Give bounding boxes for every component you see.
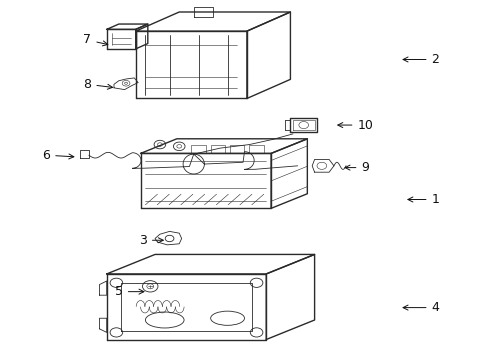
Text: 3: 3	[139, 234, 163, 247]
Text: 8: 8	[83, 78, 112, 91]
Text: 1: 1	[407, 193, 439, 206]
Text: 7: 7	[83, 33, 107, 46]
Text: 2: 2	[402, 53, 439, 66]
Text: 4: 4	[402, 301, 439, 314]
Text: 10: 10	[337, 118, 372, 131]
Text: 5: 5	[115, 285, 143, 298]
Text: 6: 6	[42, 149, 74, 162]
Text: 9: 9	[345, 161, 368, 174]
